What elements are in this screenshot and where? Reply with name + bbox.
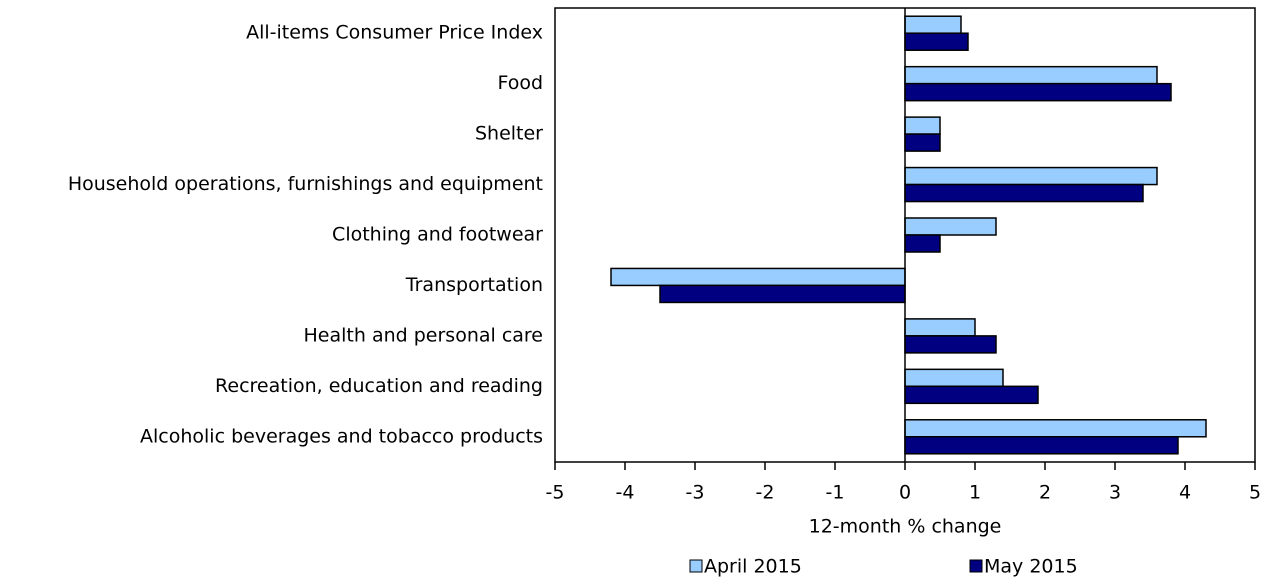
- y-tick-label: Alcoholic beverages and tobacco products: [140, 425, 543, 447]
- x-tick-label: 5: [1249, 482, 1261, 504]
- y-tick-label: Health and personal care: [304, 324, 543, 346]
- legend-swatch: [969, 559, 983, 573]
- x-tick-label: -3: [686, 482, 705, 504]
- x-tick-label: 0: [899, 482, 911, 504]
- y-tick-label: Household operations, furnishings and eq…: [68, 173, 543, 195]
- x-tick-label: -2: [756, 482, 775, 504]
- x-tick-label: -4: [616, 482, 635, 504]
- bar: [904, 436, 1179, 455]
- bar: [904, 234, 941, 253]
- y-tick-label: Clothing and footwear: [332, 224, 543, 246]
- bar: [904, 368, 1004, 388]
- x-tick-label: 4: [1179, 482, 1191, 504]
- bar: [659, 284, 906, 304]
- bar: [904, 116, 941, 135]
- bar: [610, 267, 906, 287]
- x-axis-title: 12-month % change: [809, 516, 1002, 538]
- bar: [904, 385, 1039, 405]
- x-tick-label: 1: [969, 482, 981, 504]
- bar: [904, 32, 969, 51]
- legend-swatch: [689, 559, 703, 573]
- x-tick-label: 2: [1039, 482, 1051, 504]
- bar: [904, 82, 1172, 102]
- x-tick-label: -1: [826, 482, 845, 504]
- bar: [904, 183, 1144, 203]
- y-tick-label: Recreation, education and reading: [215, 375, 543, 397]
- x-tick-label: 3: [1109, 482, 1121, 504]
- bar: [904, 419, 1207, 438]
- y-tick-label: Shelter: [475, 123, 543, 145]
- x-tick-label: -5: [546, 482, 565, 504]
- y-tick-label: Food: [497, 72, 543, 94]
- bar: [904, 318, 976, 337]
- bar: [904, 15, 962, 34]
- legend-label: April 2015: [704, 556, 802, 578]
- legend-label: May 2015: [984, 556, 1078, 578]
- bar: [904, 166, 1158, 186]
- bar: [904, 217, 997, 236]
- y-tick-label: Transportation: [405, 274, 543, 296]
- y-tick-label: All-items Consumer Price Index: [246, 22, 543, 44]
- bar: [904, 335, 997, 354]
- bar: [904, 65, 1158, 85]
- bar: [904, 133, 941, 152]
